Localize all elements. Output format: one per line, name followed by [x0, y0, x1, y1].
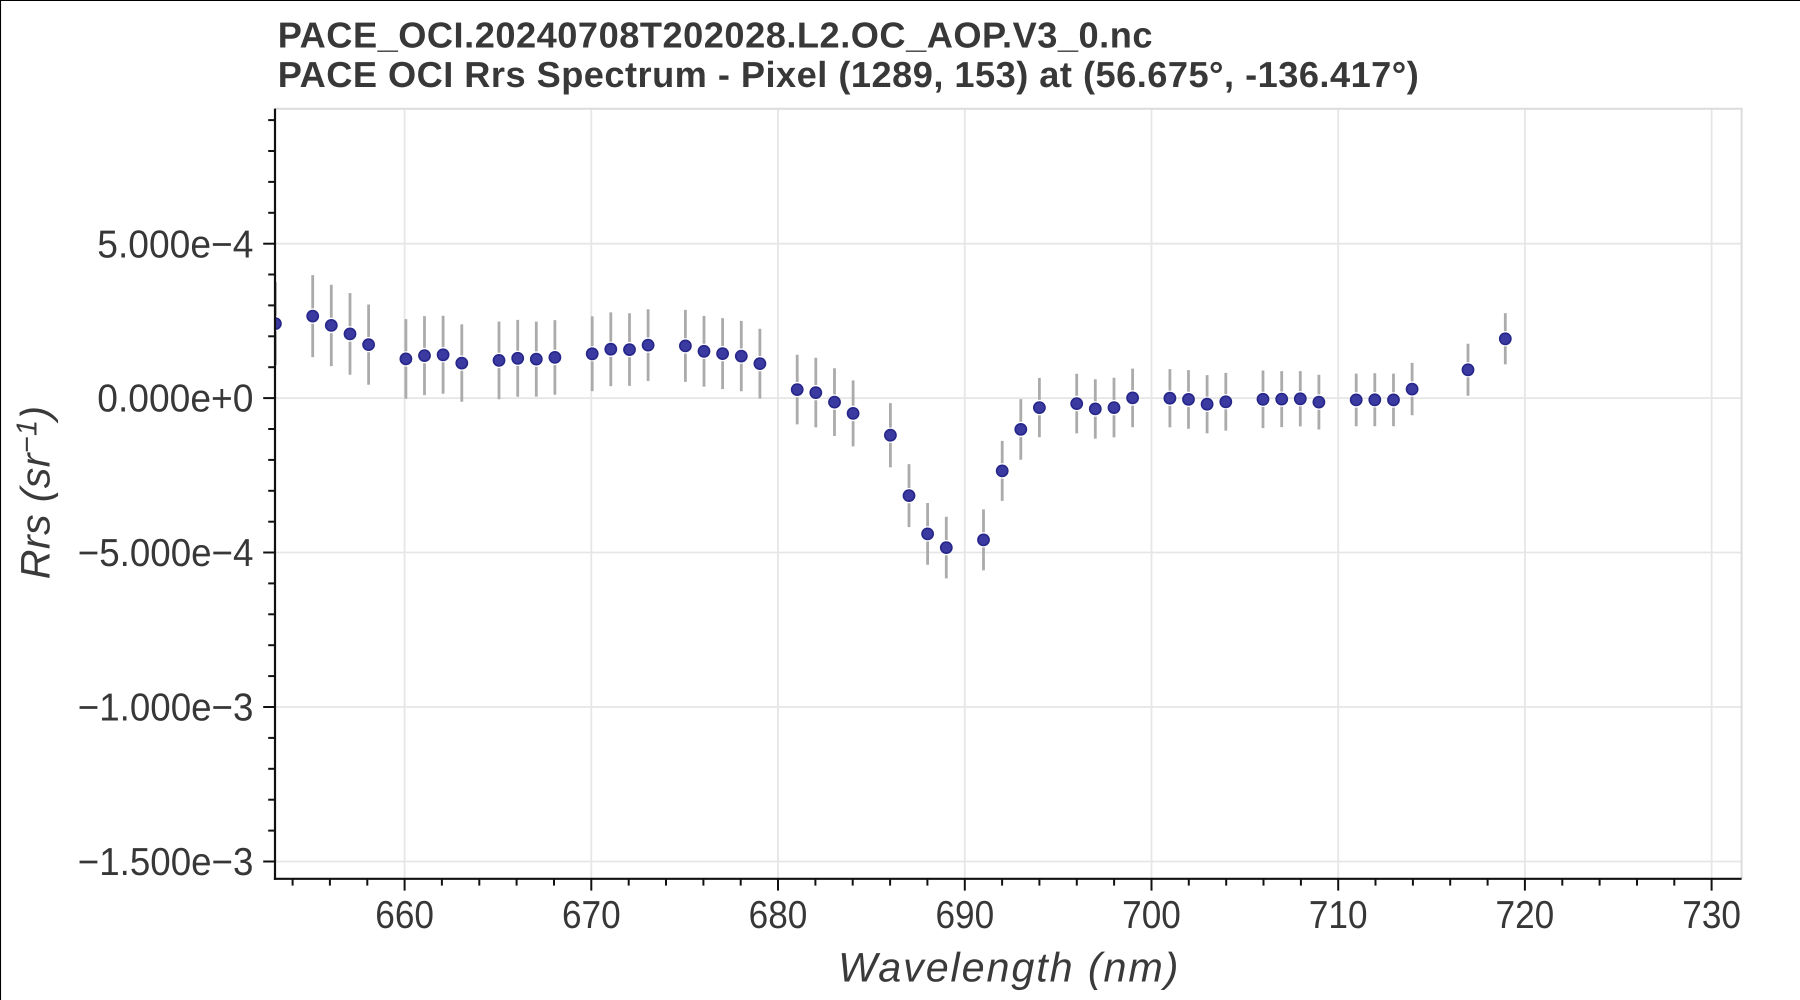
svg-text:PACE OCI Rrs Spectrum - Pixel: PACE OCI Rrs Spectrum - Pixel (1289, 153… [278, 54, 1419, 95]
svg-text:−5.000e−4: −5.000e−4 [78, 532, 254, 575]
svg-text:670: 670 [562, 894, 621, 937]
svg-text:730: 730 [1682, 894, 1741, 937]
svg-text:660: 660 [375, 894, 434, 937]
svg-text:Rrs (sr−1): Rrs (sr−1) [11, 406, 58, 580]
svg-text:−1.000e−3: −1.000e−3 [78, 687, 254, 730]
svg-text:680: 680 [749, 894, 808, 937]
svg-text:710: 710 [1309, 894, 1368, 937]
svg-text:−1.500e−3: −1.500e−3 [78, 841, 254, 884]
svg-text:Wavelength (nm): Wavelength (nm) [838, 945, 1178, 991]
svg-text:PACE_OCI.20240708T202028.L2.OC: PACE_OCI.20240708T202028.L2.OC_AOP.V3_0.… [278, 15, 1153, 56]
svg-text:0.000e+0: 0.000e+0 [97, 378, 253, 421]
svg-text:700: 700 [1122, 894, 1181, 937]
svg-text:720: 720 [1496, 894, 1555, 937]
svg-text:5.000e−4: 5.000e−4 [97, 223, 253, 266]
svg-text:690: 690 [935, 894, 994, 937]
